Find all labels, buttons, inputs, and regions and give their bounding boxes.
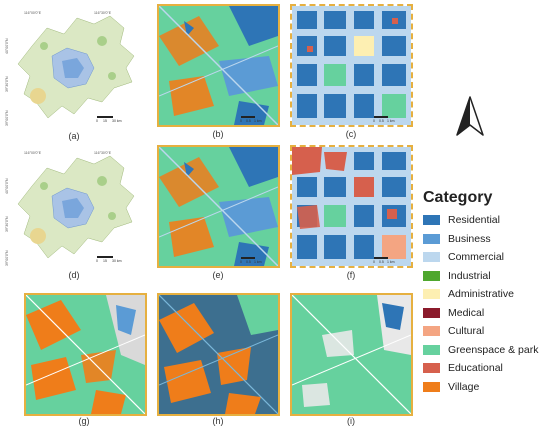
legend-item: Commercial	[423, 248, 548, 267]
legend-swatch	[423, 252, 440, 263]
legend-swatch	[423, 270, 440, 281]
landuse-map-c	[292, 6, 411, 125]
scale-bar: 0 0.5 1 km	[373, 116, 404, 123]
legend-swatch	[423, 326, 440, 337]
legend-item: Industrial	[423, 267, 548, 286]
coord-left-2: 39°30'0"N	[5, 76, 9, 92]
coord-top-2: 116°30'0"E	[94, 11, 112, 15]
legend-label: Administrative	[448, 288, 514, 301]
panel-label-i: (i)	[347, 416, 355, 426]
scale-bar: 0 0.5 1 km	[373, 257, 404, 264]
legend-label: Greenspace & park	[448, 343, 539, 356]
beijing-overview-map-a	[17, 15, 135, 119]
panel-label-a: (a)	[68, 131, 80, 141]
scale-bar: 0 0.5 1 km	[240, 116, 271, 123]
panel-label-g: (g)	[78, 416, 90, 426]
map-panel-c: 0 0.5 1 km	[290, 4, 413, 127]
legend-label: Commercial	[448, 251, 505, 264]
landuse-map-g	[26, 295, 145, 414]
legend-label: Cultural	[448, 325, 485, 338]
landuse-map-h	[159, 295, 278, 414]
map-panel-i	[290, 293, 413, 416]
legend-item: Educational	[423, 359, 548, 378]
coord-left-3: 39°00'0"N	[5, 250, 9, 266]
legend-swatch	[423, 344, 440, 355]
legend-item: Cultural	[423, 322, 548, 341]
scale-bar: 0 0.5 1 km	[240, 257, 271, 264]
legend-title: Category	[423, 189, 493, 206]
panel-label-e: (e)	[212, 270, 224, 280]
legend-item: Greenspace & park	[423, 341, 548, 360]
legend-swatch	[423, 233, 440, 244]
coord-left-3: 39°00'0"N	[5, 110, 9, 126]
coord-top-1: 116°00'0"E	[24, 11, 42, 15]
map-panel-e: 0 0.5 1 km	[157, 145, 280, 268]
north-arrow-icon	[456, 96, 484, 136]
panel-label-d: (d)	[68, 270, 80, 280]
legend-swatch	[423, 289, 440, 300]
legend-item: Business	[423, 230, 548, 249]
legend-label: Industrial	[448, 269, 491, 282]
legend-label: Village	[448, 380, 480, 393]
scale-bar: 0 15 30 km	[96, 256, 127, 263]
map-panel-f: 0 0.5 1 km	[290, 145, 413, 268]
legend-items: Residential Business Commercial Industrial A…	[423, 211, 548, 396]
panel-label-b: (b)	[212, 129, 224, 139]
panel-label-f: (f)	[346, 270, 356, 280]
legend-swatch	[423, 215, 440, 226]
map-panel-b: 0 0.5 1 km	[157, 4, 280, 127]
map-panel-g	[24, 293, 147, 416]
scale-bar: 0 15 30 km	[96, 116, 127, 123]
panel-label-h: (h)	[212, 416, 224, 426]
legend-label: Business	[448, 232, 491, 245]
landuse-map-f	[292, 147, 411, 266]
coord-left-1: 40°00'0"N	[5, 178, 9, 194]
legend-swatch	[423, 381, 440, 392]
legend-label: Residential	[448, 214, 500, 227]
legend-swatch	[423, 363, 440, 374]
coord-left-1: 40°00'0"N	[5, 38, 9, 54]
legend-item: Village	[423, 378, 548, 397]
panel-label-c: (c)	[345, 129, 357, 139]
map-panel-d: 116°00'0"E 116°30'0"E 40°00'0"N 39°30'0"…	[2, 146, 147, 271]
map-panel-a: 116°00'0"E 116°30'0"E 40°00'0"N 39°30'0"…	[2, 6, 147, 131]
coord-top-1: 116°00'0"E	[24, 151, 42, 155]
landuse-map-b	[159, 6, 278, 125]
coord-top-2: 116°30'0"E	[94, 151, 112, 155]
legend: Category Residential Business Commercial In…	[423, 189, 548, 396]
legend-label: Medical	[448, 306, 485, 319]
map-panel-h	[157, 293, 280, 416]
coord-left-2: 39°30'0"N	[5, 216, 9, 232]
beijing-overview-map-d	[17, 155, 135, 259]
legend-swatch	[423, 307, 440, 318]
landuse-map-i	[292, 295, 411, 414]
legend-item: Medical	[423, 304, 548, 323]
legend-item: Residential	[423, 211, 548, 230]
landuse-map-e	[159, 147, 278, 266]
legend-label: Educational	[448, 362, 503, 375]
legend-item: Administrative	[423, 285, 548, 304]
